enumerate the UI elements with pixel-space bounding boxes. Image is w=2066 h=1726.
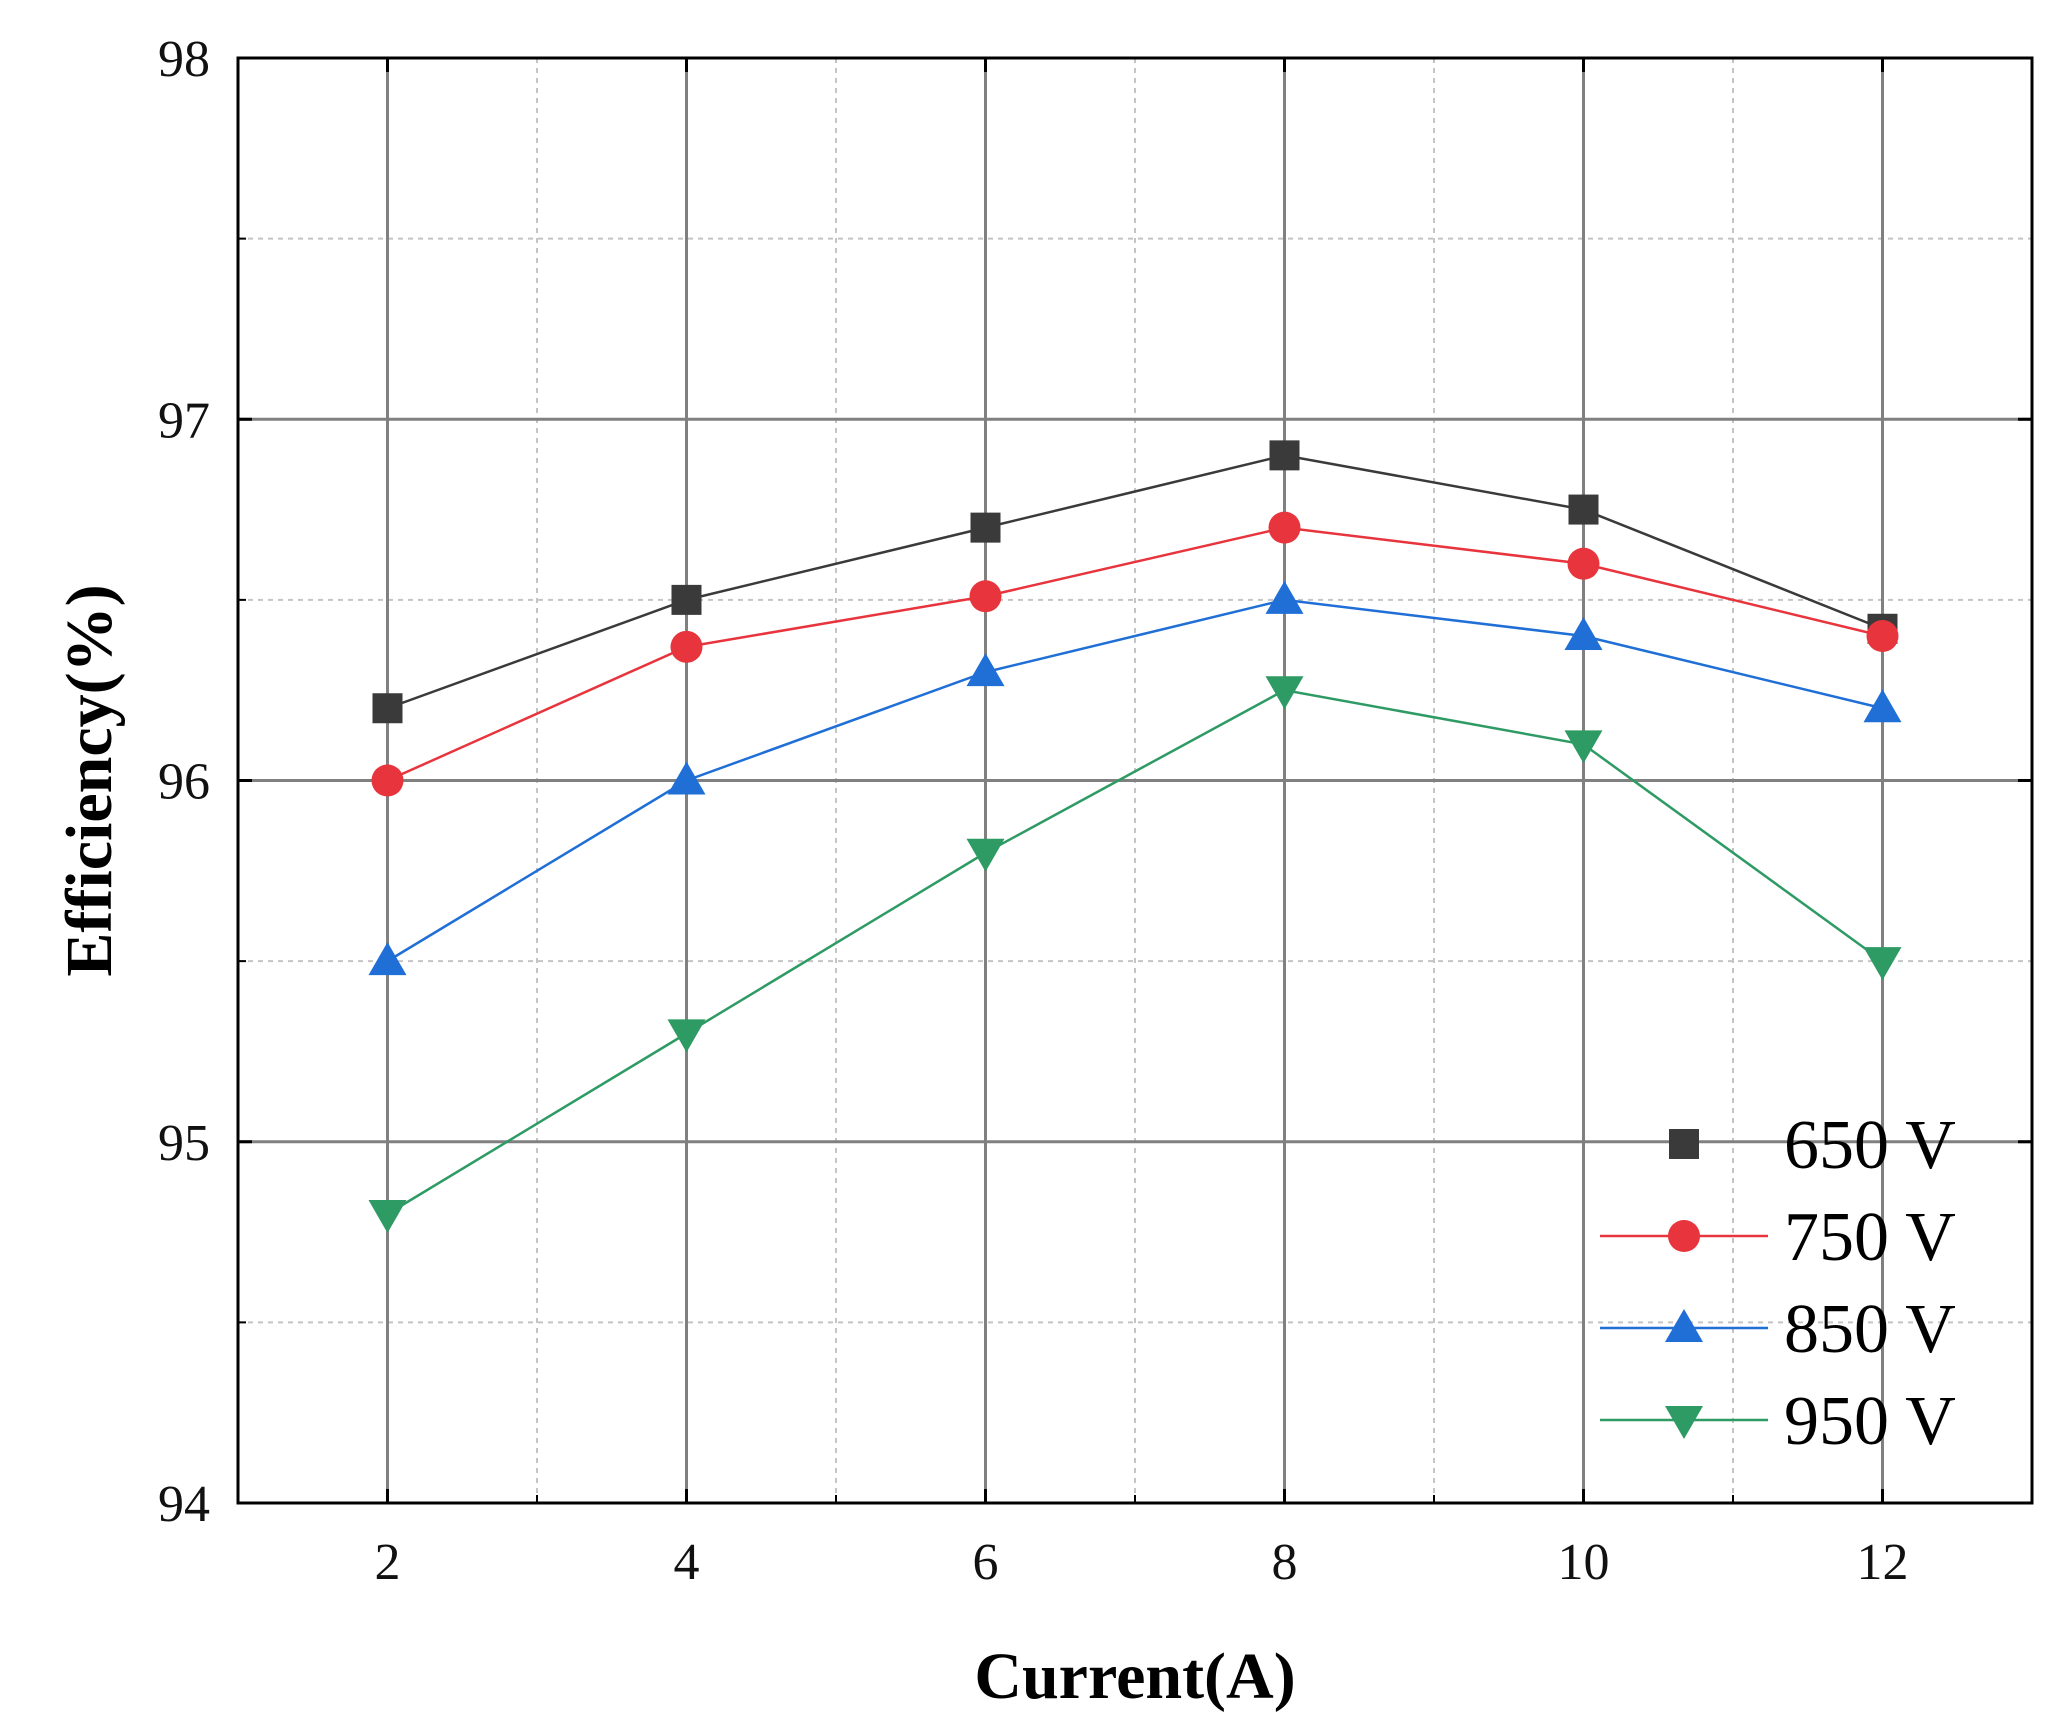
data-point-850v	[667, 761, 706, 795]
series-950v	[368, 676, 1902, 1233]
series-line-650v	[387, 454, 1883, 710]
major-gridlines	[238, 58, 2032, 1503]
y-tick-label: 97	[158, 392, 210, 449]
data-point-750v	[969, 580, 1002, 613]
data-point-650v	[372, 693, 403, 724]
data-point-950v	[368, 1200, 407, 1233]
x-tick-label: 10	[1558, 1534, 1610, 1591]
data-point-650v	[671, 584, 702, 615]
y-tick-label: 95	[158, 1115, 210, 1172]
legend-label-650v: 650 V	[1784, 1107, 1956, 1184]
y-tick-label: 94	[158, 1476, 210, 1533]
data-point-650v	[1568, 494, 1599, 525]
data-point-850v	[1863, 689, 1902, 723]
legend-marker-850v	[1665, 1309, 1703, 1342]
x-tick-label: 12	[1857, 1534, 1909, 1591]
data-point-750v	[1567, 547, 1600, 580]
legend-marker-950v	[1665, 1406, 1703, 1439]
legend-item-850v: 850 V	[1600, 1291, 1956, 1368]
data-point-950v	[966, 838, 1005, 872]
legend-item-650v: 650 V	[1669, 1107, 1956, 1184]
data-point-750v	[670, 630, 703, 663]
y-axis-title: Efficiency(%)	[53, 584, 126, 976]
series-line-950v	[386, 688, 1884, 1216]
data-point-750v	[1866, 620, 1899, 652]
legend-label-750v: 750 V	[1784, 1199, 1956, 1276]
x-axis-tick-labels: 2 4 6 8 10 12	[375, 1534, 1909, 1591]
data-point-850v	[966, 653, 1005, 687]
legend-label-850v: 850 V	[1784, 1291, 1956, 1368]
x-axis-title: Current(A)	[974, 1640, 1295, 1713]
legend-marker-650v	[1669, 1129, 1699, 1159]
data-point-950v	[1265, 676, 1304, 710]
legend-marker-750v	[1668, 1220, 1700, 1252]
x-tick-label: 8	[1272, 1534, 1298, 1591]
legend-label-950v: 950 V	[1784, 1383, 1956, 1460]
data-point-950v	[667, 1019, 706, 1053]
series-850v	[368, 580, 1902, 976]
data-point-650v	[970, 512, 1001, 543]
data-point-850v	[1564, 617, 1603, 650]
data-point-750v	[371, 764, 404, 797]
data-point-950v	[1564, 730, 1603, 764]
legend-item-750v: 750 V	[1600, 1199, 1956, 1276]
data-point-850v	[1265, 580, 1304, 614]
series-line-750v	[386, 526, 1883, 782]
x-tick-label: 6	[973, 1534, 999, 1591]
data-series	[368, 440, 1902, 1233]
legend-item-950v: 950 V	[1600, 1383, 1956, 1460]
y-tick-label: 98	[158, 31, 210, 88]
y-tick-label: 96	[158, 754, 210, 811]
series-750v	[371, 511, 1899, 797]
x-tick-label: 2	[375, 1534, 401, 1591]
axis-ticks	[238, 56, 2032, 1505]
x-tick-label: 4	[674, 1534, 700, 1591]
series-line-850v	[386, 598, 1883, 963]
data-point-850v	[368, 942, 407, 976]
data-point-950v	[1863, 947, 1902, 981]
data-point-650v	[1269, 440, 1300, 471]
legend: 650 V 750 V 850 V 950 V	[1600, 1107, 1956, 1460]
y-axis-tick-labels: 94 95 96 97 98	[158, 31, 210, 1533]
data-point-750v	[1268, 511, 1301, 544]
